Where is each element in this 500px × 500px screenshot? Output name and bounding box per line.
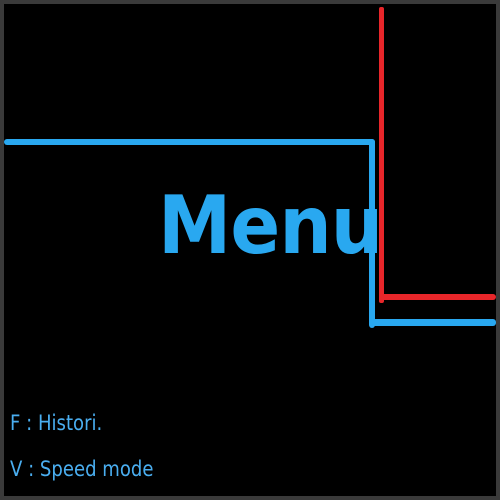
menu-title[interactable]: Menu <box>158 179 383 272</box>
blue-track-line-top <box>4 139 375 145</box>
blue-track-line-bottom <box>369 319 496 326</box>
blue-track-line-vertical <box>369 139 375 328</box>
game-screen: Menu F : Histori. V : Speed mode <box>4 4 496 496</box>
hint-speed-mode-key: V : Speed mode <box>10 457 154 481</box>
red-track-line-vertical <box>379 7 384 303</box>
hint-history-key: F : Histori. <box>10 411 103 435</box>
red-track-line-bottom <box>379 294 496 300</box>
